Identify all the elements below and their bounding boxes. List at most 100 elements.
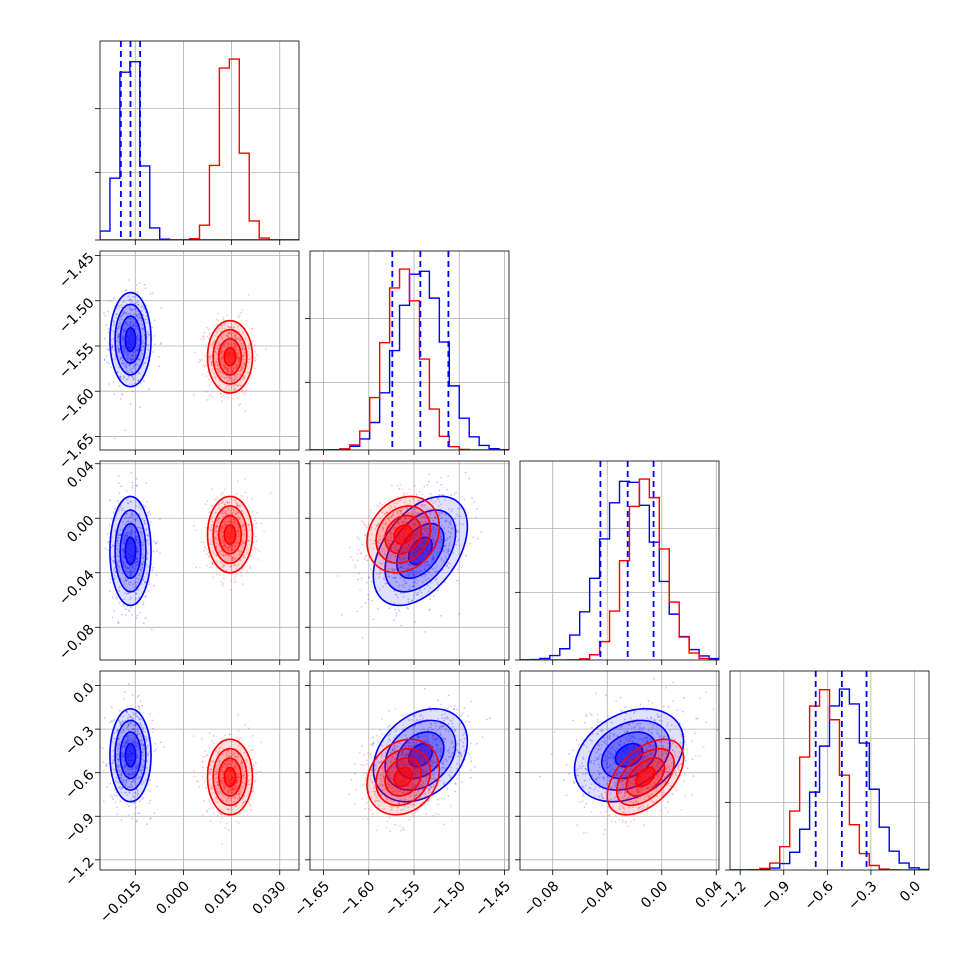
panel-frame: [309, 460, 510, 661]
contour-line-1: [366, 738, 441, 816]
panel-2-2: [515, 460, 720, 665]
panel-frame: [729, 670, 930, 871]
contour-line-0: [119, 731, 142, 780]
x-tick-label: −1.65: [292, 878, 334, 920]
contour-line-1: [217, 514, 243, 555]
panel-1-1: [305, 250, 510, 455]
contour-line-0: [119, 522, 142, 580]
histogram-series-1: [100, 58, 299, 240]
contour-line-1: [375, 505, 432, 565]
contour-line-1: [384, 757, 423, 797]
x-tick-label: 0.00: [638, 878, 671, 911]
panel-frame: [309, 670, 510, 871]
contour-line-0: [109, 707, 152, 803]
density-fill-1: [394, 767, 413, 787]
panel-1-0: −1.65−1.60−1.55−1.50−1.45: [56, 250, 300, 472]
y-tick-label: −1.60: [56, 386, 98, 428]
x-tick-label: −1.60: [337, 878, 379, 920]
contour-line-1: [212, 505, 248, 565]
contour-line-0: [114, 509, 147, 593]
contour-line-1: [393, 524, 414, 545]
contour-line-1: [223, 346, 237, 367]
contour-line-1: [384, 514, 423, 555]
contour-line-0: [384, 719, 457, 791]
histogram-series-1: [730, 688, 929, 870]
contour-line-0: [124, 327, 137, 353]
y-tick-label: −0.04: [56, 567, 98, 609]
contour-line-1: [212, 328, 248, 385]
density-fill-1: [224, 767, 236, 787]
panel-frame: [309, 250, 510, 451]
contour-line-1: [223, 766, 237, 788]
contour-line-0: [119, 315, 142, 364]
y-tick-label: −1.2: [62, 854, 97, 889]
x-tick-label: 0.0: [897, 878, 924, 905]
panel-3-1: −1.65 −1.60 −1.55 −1.50 −1.45: [292, 670, 514, 920]
x-tick-label: 0.000: [153, 878, 193, 918]
scatter-series-1: [348, 707, 464, 832]
contour-line-0: [109, 291, 152, 388]
x-tick-label: −0.08: [521, 878, 563, 920]
panel-frame: [99, 40, 300, 241]
x-tick-label: 0.030: [250, 878, 290, 918]
contour-line-0: [124, 742, 137, 768]
contour-line-1: [217, 757, 243, 797]
y-tick-label: −0.9: [62, 811, 97, 846]
contour-line-1: [206, 495, 254, 574]
y-tick-label: −1.45: [56, 250, 98, 292]
contour-line-1: [212, 747, 248, 807]
panel-3-0: −1.2 −0.9 −0.6 −0.3 0.0 −0.015 0.000 0.015 0.030: [62, 670, 300, 926]
contour-line-1: [217, 337, 243, 376]
x-tick-label: −0.9: [758, 878, 793, 913]
contour-line-1: [606, 738, 685, 816]
histogram-series-1: [310, 268, 509, 450]
panel-2-0: −0.08−0.040.000.04: [56, 458, 300, 665]
x-tick-label: −0.6: [802, 878, 837, 913]
contour-line-1: [635, 766, 656, 788]
contour-line-0: [109, 495, 152, 607]
x-tick-label: −1.50: [427, 878, 469, 920]
contour-line-1: [625, 757, 666, 797]
contour-line-0: [372, 707, 469, 803]
y-tick-label: 0.00: [64, 513, 97, 546]
histogram-series-1: [520, 478, 719, 660]
y-tick-label: −0.3: [62, 723, 97, 758]
contour-line-0: [124, 536, 137, 566]
panel-frame: [99, 250, 300, 451]
contour-line-1: [223, 524, 237, 545]
contour-line-1: [393, 766, 414, 788]
panel-frame: [519, 670, 720, 871]
contour-line-1: [375, 747, 432, 807]
x-tick-label: −0.04: [575, 878, 617, 920]
contour-line-0: [372, 495, 469, 607]
y-tick-label: 0.0: [71, 680, 98, 707]
contour-line-0: [614, 742, 644, 768]
y-tick-label: −0.08: [56, 622, 98, 664]
density-fill-1: [224, 525, 236, 545]
contour-line-0: [114, 719, 147, 791]
x-tick-label: −0.3: [845, 878, 880, 913]
contour-line-1: [615, 747, 675, 807]
panel-frame: [99, 460, 300, 661]
density-fill-1: [394, 525, 413, 545]
panel-0-0: [95, 40, 300, 245]
y-tick-label: −0.6: [62, 767, 97, 802]
y-tick-label: −1.55: [56, 340, 98, 382]
x-tick-label: −0.015: [97, 878, 145, 926]
panel-frame: [99, 670, 300, 871]
x-tick-label: −1.55: [382, 878, 424, 920]
contour-line-1: [206, 738, 254, 816]
y-tick-label: −1.50: [56, 295, 98, 337]
density-fill-1: [224, 347, 236, 366]
panel-3-2: −0.08 −0.04 0.00 0.04: [515, 670, 726, 920]
contour-line-0: [114, 303, 147, 376]
panel-3-3: −1.2 −0.9 −0.6 −0.3 0.0: [714, 670, 930, 914]
x-tick-label: −1.45: [472, 878, 514, 920]
density-fill-0: [125, 537, 136, 565]
contour-line-1: [206, 319, 254, 394]
panel-frame: [519, 460, 720, 661]
contour-line-1: [366, 495, 441, 574]
density-fill-0: [125, 327, 136, 352]
x-tick-label: 0.015: [202, 878, 242, 918]
